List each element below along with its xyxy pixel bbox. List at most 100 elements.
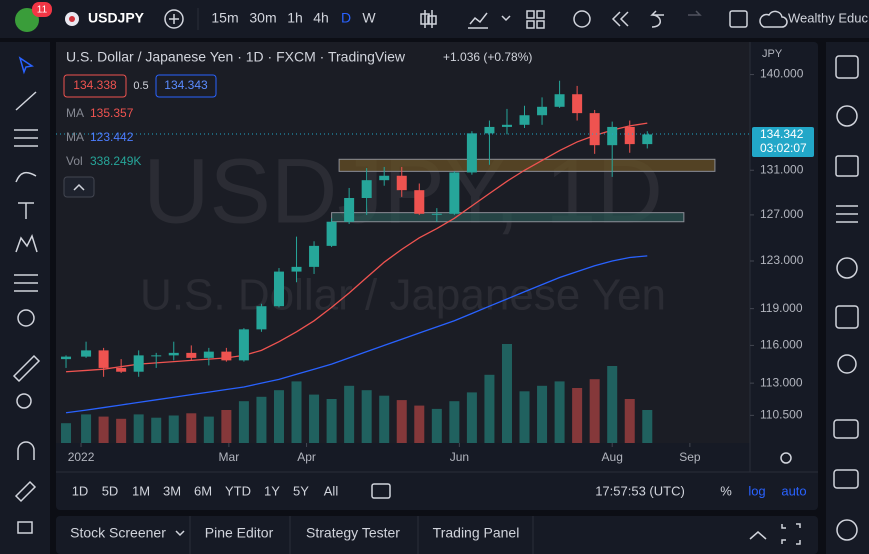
date-range[interactable] xyxy=(371,483,391,499)
interval-button[interactable]: D xyxy=(341,10,351,26)
interval-button[interactable]: 30m xyxy=(249,10,276,26)
text-tool[interactable] xyxy=(18,202,34,219)
range-button[interactable]: 5Y xyxy=(293,483,309,498)
y-tick-label: 131.000 xyxy=(760,162,804,176)
chats[interactable] xyxy=(833,419,859,439)
lock-draw-tool[interactable] xyxy=(14,480,37,503)
range-button[interactable]: 6M xyxy=(194,483,212,498)
candle-body xyxy=(431,213,442,215)
undo[interactable] xyxy=(650,10,664,28)
volume-bar xyxy=(98,416,109,443)
symbol[interactable]: USDJPY xyxy=(88,10,145,26)
zone xyxy=(338,158,716,172)
replay[interactable] xyxy=(611,11,629,27)
volume-bar xyxy=(81,414,92,443)
magnet-tool[interactable] xyxy=(17,441,35,460)
prediction-tool[interactable] xyxy=(14,274,38,292)
bottom-panel xyxy=(56,516,818,554)
currency[interactable]: JPY xyxy=(762,48,783,60)
volume-bar xyxy=(168,415,179,443)
emoji-tool[interactable] xyxy=(17,309,35,327)
candle-body xyxy=(624,126,635,145)
fib-tool[interactable] xyxy=(14,129,38,147)
calendar[interactable] xyxy=(835,305,859,329)
volume-bar xyxy=(449,401,460,443)
trendline-tool[interactable] xyxy=(15,91,37,111)
candle-body xyxy=(519,115,530,125)
candle-body xyxy=(414,190,425,214)
range-button[interactable]: 1Y xyxy=(264,483,280,498)
interval-button[interactable]: 4h xyxy=(313,10,329,26)
dropdown[interactable] xyxy=(501,15,511,22)
chart-type[interactable] xyxy=(420,10,437,28)
interval-button[interactable]: W xyxy=(362,10,376,26)
range-button[interactable]: 1M xyxy=(132,483,150,498)
ideas[interactable] xyxy=(837,354,857,374)
watchlist[interactable] xyxy=(835,55,859,79)
log-toggle[interactable]: log xyxy=(748,483,765,498)
candle-body xyxy=(607,126,618,146)
right-tools xyxy=(833,55,859,541)
sell-box[interactable] xyxy=(63,74,127,98)
volume-bar xyxy=(291,381,302,443)
layouts[interactable] xyxy=(526,10,545,29)
redo[interactable] xyxy=(688,10,702,16)
screener-dropdown[interactable] xyxy=(175,530,185,537)
panel-tab[interactable]: Stock Screener xyxy=(70,525,166,541)
badge-count: 11 xyxy=(37,5,48,16)
account[interactable]: Wealthy Educ xyxy=(788,10,868,25)
candle-body xyxy=(396,175,407,191)
volume-bar xyxy=(116,418,127,443)
range-button[interactable]: 1D xyxy=(72,483,89,498)
range-button[interactable]: 5D xyxy=(102,483,119,498)
price-tag-value: 134.342 xyxy=(760,127,804,141)
candle-body xyxy=(361,180,372,199)
alerts[interactable] xyxy=(836,105,858,127)
cursor-tool[interactable] xyxy=(18,56,34,75)
cloud[interactable] xyxy=(759,10,788,28)
collapse-legend[interactable] xyxy=(63,176,95,198)
messages[interactable] xyxy=(833,469,859,489)
help[interactable] xyxy=(836,519,858,541)
range-button[interactable]: 3M xyxy=(163,483,181,498)
auto-toggle[interactable]: auto xyxy=(781,483,806,498)
ma-value: 135.357 xyxy=(90,106,134,120)
indicators[interactable] xyxy=(468,12,488,29)
panel-tab[interactable]: Pine Editor xyxy=(205,525,274,541)
add-symbol[interactable] xyxy=(164,9,184,29)
sell-price[interactable]: 134.338 xyxy=(73,78,117,92)
range-button[interactable]: YTD xyxy=(225,483,251,498)
alert[interactable] xyxy=(573,10,591,28)
hotlist[interactable] xyxy=(836,257,858,279)
lock-tool[interactable] xyxy=(17,521,33,534)
volume-bar xyxy=(186,413,197,443)
watermark: U.S. Dollar / Japanese Yen xyxy=(140,271,666,320)
interval-button[interactable]: 1h xyxy=(287,10,303,26)
maximize-panel[interactable] xyxy=(781,523,801,545)
buy-price[interactable]: 134.343 xyxy=(164,78,208,92)
logo[interactable] xyxy=(15,8,39,32)
badge xyxy=(32,2,52,17)
volume-bar xyxy=(133,414,144,443)
candle-body xyxy=(273,271,284,307)
zoom-tool[interactable] xyxy=(16,393,32,409)
candle-body xyxy=(98,350,109,368)
fullscreen[interactable] xyxy=(729,10,748,28)
news[interactable] xyxy=(835,155,859,177)
panel-tab[interactable]: Strategy Tester xyxy=(306,525,400,541)
calendar-list[interactable] xyxy=(836,205,858,223)
settings[interactable] xyxy=(780,452,792,464)
brush-tool[interactable] xyxy=(15,171,37,183)
buy-box[interactable] xyxy=(155,74,217,98)
watermark: USDJPY, 1D xyxy=(143,140,663,242)
vol-value: 338.249K xyxy=(90,154,141,168)
panel-tab[interactable]: Trading Panel xyxy=(433,525,520,541)
percent-toggle[interactable]: % xyxy=(720,483,732,498)
ruler-tool[interactable] xyxy=(12,354,41,383)
pattern-tool[interactable] xyxy=(15,234,38,253)
range-button[interactable]: All xyxy=(324,483,339,498)
expand-panel[interactable] xyxy=(749,531,767,540)
interval-button[interactable]: 15m xyxy=(211,10,238,26)
candle-body xyxy=(537,106,548,116)
candle-body xyxy=(484,126,495,134)
